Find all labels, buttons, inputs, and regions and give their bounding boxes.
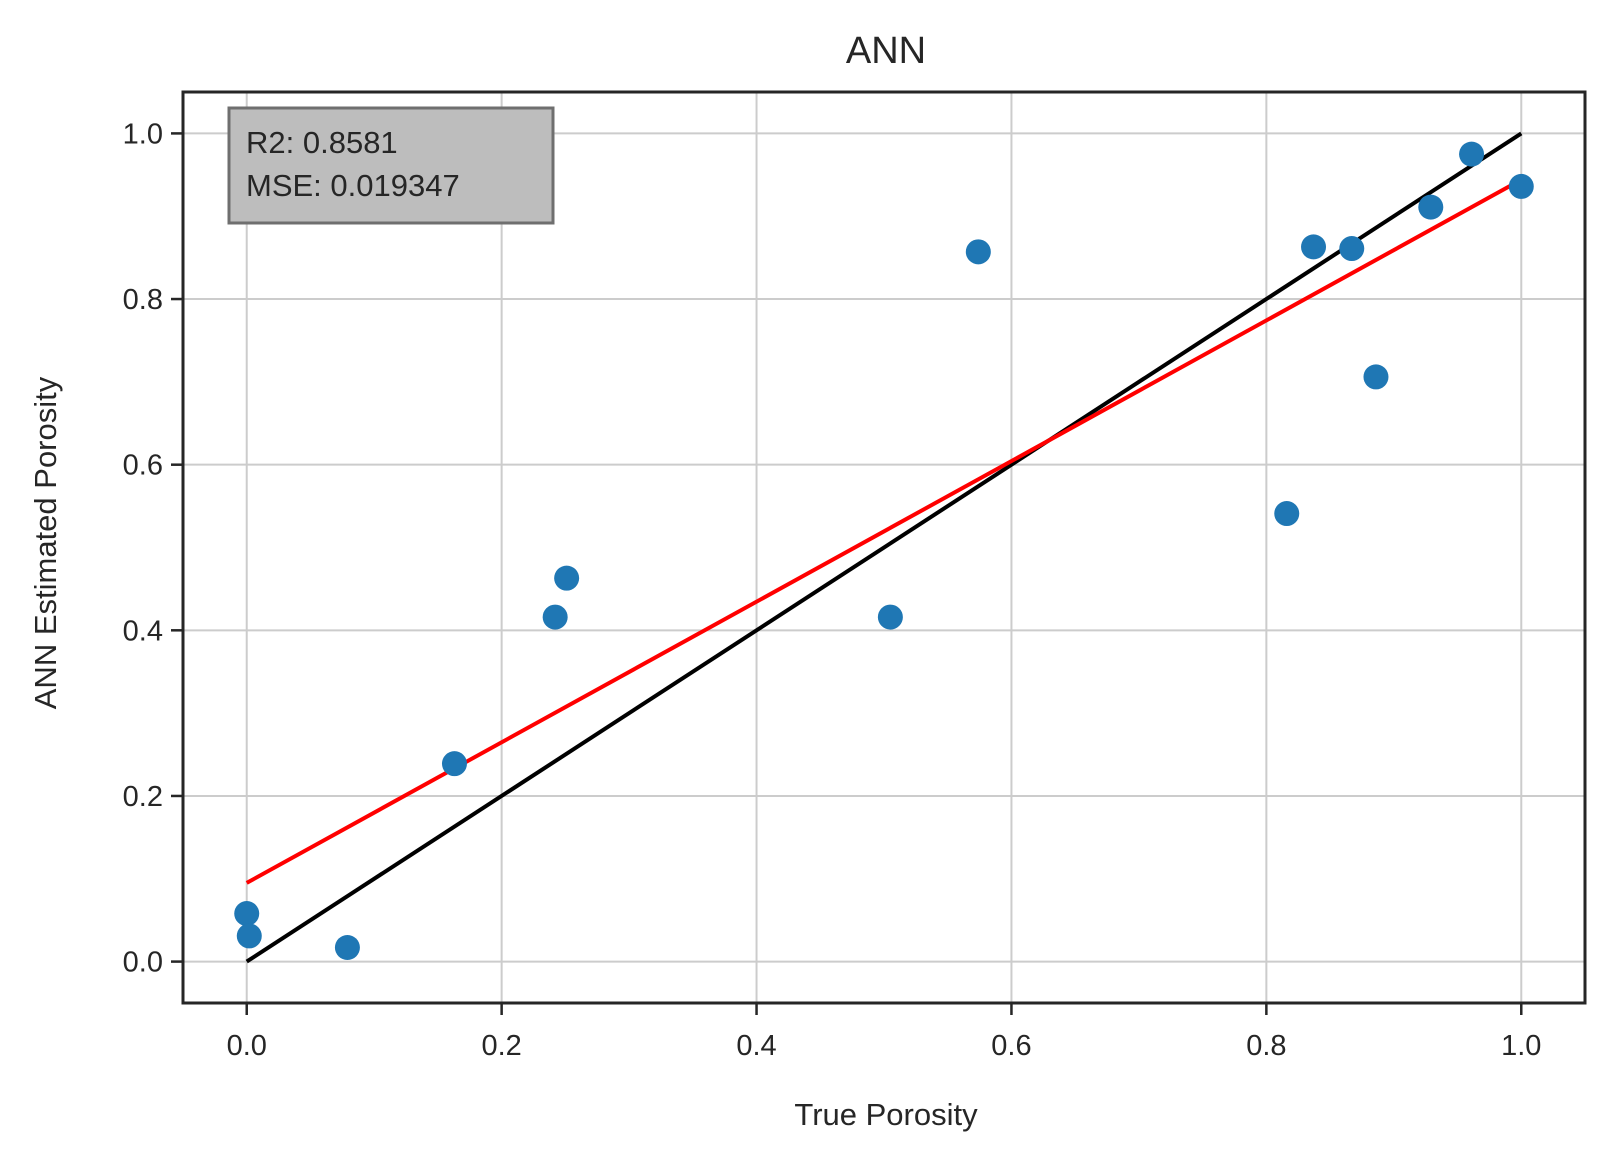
x-tick-label: 0.4 (736, 1030, 776, 1062)
scatter-points (234, 141, 1534, 961)
data-point (334, 935, 360, 961)
y-tick-label: 0.6 (123, 450, 163, 482)
regression-line (245, 178, 1523, 885)
x-tick-label: 0.8 (1246, 1030, 1286, 1062)
data-point (236, 923, 262, 949)
y-tick-label: 1.0 (123, 118, 163, 150)
x-tick-label: 0.0 (227, 1030, 267, 1062)
chart-title: ANN (846, 30, 926, 72)
data-point (1363, 364, 1389, 390)
data-point (1339, 236, 1365, 262)
data-point (1301, 234, 1327, 260)
stats-box: R2: 0.8581 MSE: 0.019347 (227, 106, 555, 225)
data-point (1418, 194, 1444, 220)
y-axis-label: ANN Estimated Porosity (28, 376, 63, 709)
axis-ticks: 0.0 0.2 0.4 0.6 0.8 1.0 0.0 0.2 0.4 0.6 0.8 1.0 (123, 118, 1542, 1062)
data-point (1508, 173, 1534, 199)
x-tick-label: 1.0 (1501, 1030, 1541, 1062)
data-point (965, 239, 991, 265)
series-lines (245, 131, 1523, 964)
data-point (441, 751, 467, 777)
y-tick-label: 0.8 (123, 284, 163, 316)
data-point (554, 565, 580, 591)
y-tick-label: 0.4 (123, 615, 163, 647)
data-point (234, 901, 260, 927)
data-point (877, 604, 903, 630)
x-tick-label: 0.6 (991, 1030, 1031, 1062)
plot-frame (181, 90, 1587, 1005)
y-tick-label: 0.0 (123, 947, 163, 979)
data-point (1459, 141, 1485, 167)
x-axis-label: True Porosity (794, 1097, 978, 1132)
r2-text: R2: 0.8581 (246, 125, 398, 160)
identity-line (245, 131, 1523, 964)
y-tick-label: 0.2 (123, 781, 163, 813)
stats-box-background (227, 106, 555, 225)
data-point (542, 604, 568, 630)
x-tick-label: 0.2 (481, 1030, 521, 1062)
data-point (1274, 501, 1300, 527)
mse-text: MSE: 0.019347 (246, 168, 460, 203)
